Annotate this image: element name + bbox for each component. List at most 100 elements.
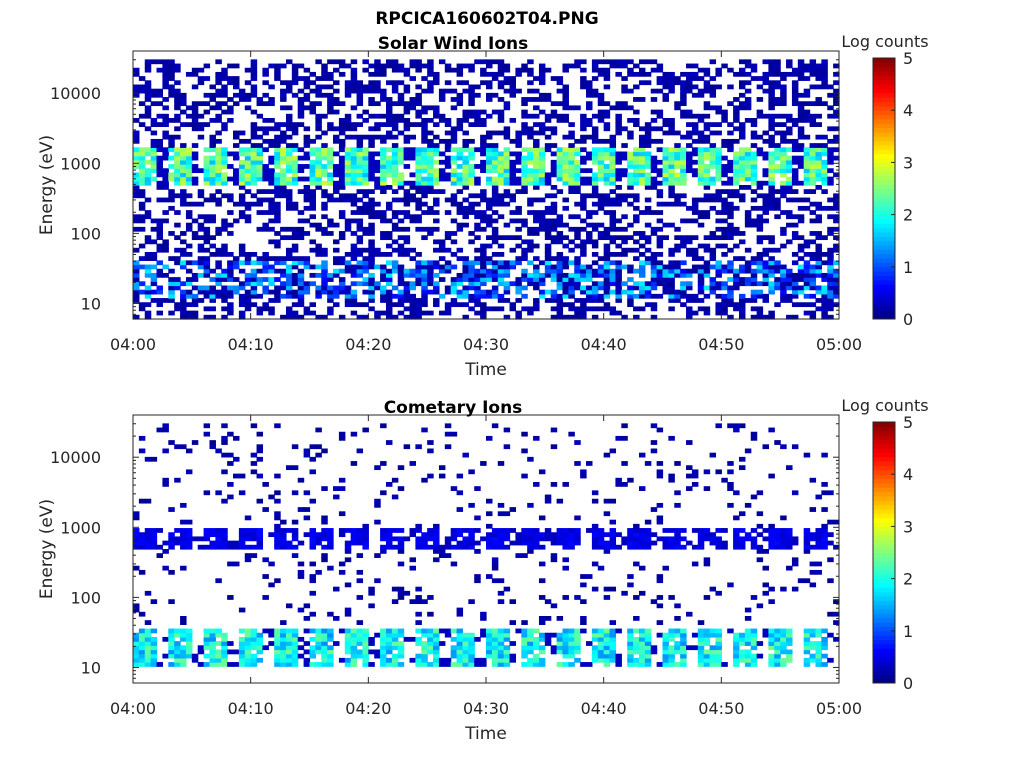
spectrogram-cell (362, 147, 369, 153)
spectrogram-cell (333, 67, 340, 73)
spectrogram-cell (403, 536, 411, 542)
spectrogram-cell (280, 540, 287, 546)
spectrogram-cell (715, 155, 722, 161)
spectrogram-cell (380, 532, 387, 538)
spectrogram-cell (285, 84, 293, 90)
spectrogram-cell (421, 662, 428, 667)
spectrogram-cell (538, 67, 546, 73)
spectrogram-cell (662, 201, 669, 207)
spectrogram-cell (550, 130, 558, 136)
spectrogram-cell (433, 180, 440, 186)
spectrogram-cell (774, 67, 781, 73)
spectrogram-cell (450, 201, 458, 207)
spectrogram-cell (168, 59, 175, 65)
spectrogram-cell (580, 264, 587, 270)
spectrogram-cell (421, 540, 428, 546)
spectrogram-cell (374, 285, 381, 291)
spectrogram-cell (333, 247, 340, 253)
spectrogram-cell (368, 113, 375, 119)
spectrogram-cell (185, 540, 193, 546)
spectrogram-cell (274, 289, 281, 295)
spectrogram-cell (150, 88, 158, 94)
spectrogram-cell (274, 155, 281, 161)
spectrogram-cell (603, 176, 611, 182)
spectrogram-cell (480, 264, 487, 270)
spectrogram-cell (291, 302, 299, 308)
spectrogram-cell (609, 272, 617, 278)
spectrogram-cell (815, 218, 822, 224)
spectrogram-cell (144, 532, 152, 538)
spectrogram-cell (803, 293, 811, 299)
spectrogram-cell (144, 272, 152, 278)
spectrogram-cell (274, 649, 281, 655)
spectrogram-cell (291, 272, 299, 278)
spectrogram-cell (350, 243, 358, 249)
spectrogram-cell (391, 155, 399, 161)
spectrogram-cell (615, 252, 622, 257)
spectrogram-cell (350, 126, 358, 132)
spectrogram-cell (521, 180, 528, 186)
spectrogram-cell (686, 109, 693, 115)
spectrogram-cell (480, 164, 487, 169)
spectrogram-cell (491, 423, 499, 429)
spectrogram-cell (309, 302, 316, 308)
spectrogram-cell (374, 159, 381, 165)
spectrogram-cell (356, 218, 364, 224)
spectrogram-cell (697, 67, 705, 73)
spectrogram-cell (180, 502, 187, 508)
spectrogram-cell (333, 285, 340, 291)
spectrogram-cell (703, 101, 711, 107)
spectrogram-cell (315, 168, 322, 174)
spectrogram-cell (709, 59, 717, 65)
spectrogram-cell (309, 456, 316, 462)
spectrogram-cell (515, 310, 522, 316)
spectrogram-cell (191, 143, 199, 148)
spectrogram-cell (238, 645, 246, 651)
spectrogram-cell (733, 97, 740, 102)
spectrogram-cell (409, 657, 416, 663)
spectrogram-cell (321, 180, 328, 186)
spectrogram-cell (686, 113, 693, 119)
spectrogram-cell (285, 59, 293, 65)
spectrogram-cell (168, 277, 175, 282)
spectrogram-cell (550, 76, 558, 81)
spectrogram-cell (409, 285, 416, 291)
spectrogram-cell (727, 138, 734, 144)
spectrogram-cell (562, 164, 569, 169)
colorbar-segment (873, 214, 895, 220)
spectrogram-cell (709, 252, 717, 257)
spectrogram-cell (291, 226, 299, 232)
spectrogram-cell (350, 176, 358, 182)
spectrogram-cell (768, 97, 775, 102)
spectrogram-cell (750, 293, 758, 299)
spectrogram-cell (762, 264, 769, 270)
spectrogram-cell (309, 71, 316, 77)
y-tick-label: 1000 (60, 154, 101, 173)
spectrogram-cell (503, 289, 511, 295)
spectrogram-cell (497, 243, 505, 249)
spectrogram-cell (650, 59, 658, 65)
spectrogram-cell (733, 138, 740, 144)
spectrogram-cell (597, 109, 605, 115)
y-tick-label: 100 (70, 224, 101, 243)
spectrogram-cell (550, 126, 558, 132)
spectrogram-cell (727, 130, 734, 136)
spectrogram-cell (185, 293, 193, 299)
spectrogram-cell (321, 649, 328, 655)
spectrogram-cell (162, 172, 169, 178)
spectrogram-cell (303, 197, 311, 203)
spectrogram-cell (203, 109, 211, 115)
spectrogram-cell (274, 147, 281, 153)
spectrogram-cell (380, 277, 387, 282)
spectrogram-cell (427, 268, 434, 274)
spectrogram-cell (133, 272, 140, 278)
spectrogram-cell (315, 532, 322, 538)
spectrogram-cell (691, 138, 699, 144)
spectrogram-cell (227, 63, 234, 69)
spectrogram-cell (603, 138, 611, 144)
spectrogram-cell (433, 540, 440, 546)
spectrogram-cell (591, 260, 599, 266)
spectrogram-cell (156, 302, 164, 308)
spectrogram-cell (715, 243, 722, 249)
spectrogram-cell (415, 164, 422, 169)
